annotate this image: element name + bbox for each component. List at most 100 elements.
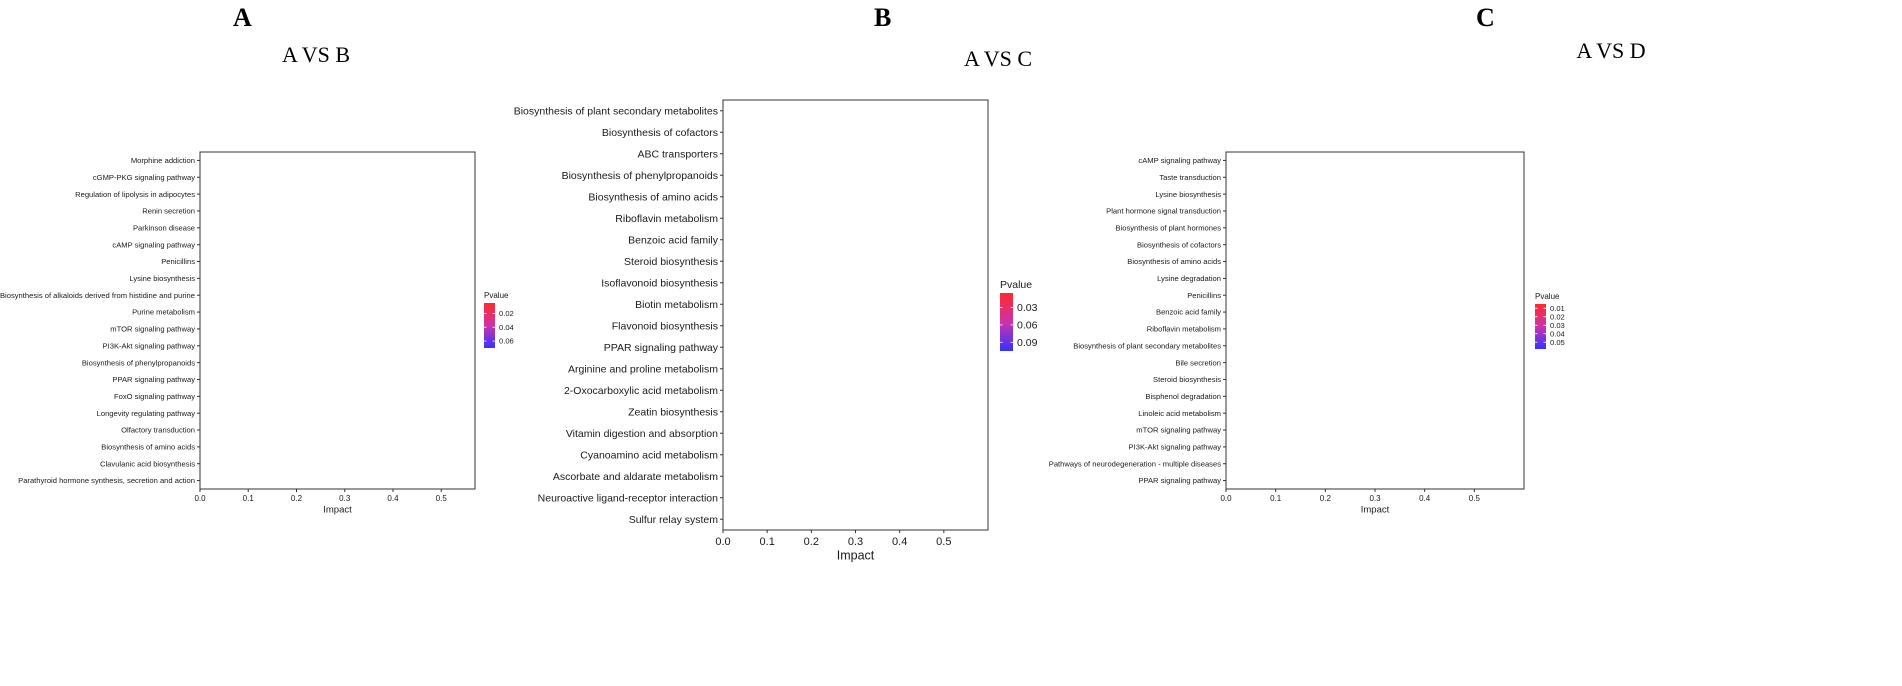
panel-a-letter: A [233, 3, 252, 32]
category-label: Penicillins [1187, 291, 1221, 300]
category-label: Flavonoid biosynthesis [612, 320, 718, 332]
x-axis-title: Impact [837, 549, 875, 563]
category-label: Regulation of lipolysis in adipocytes [75, 190, 195, 199]
category-label: Longevity regulating pathway [97, 409, 196, 418]
plot-frame [1225, 151, 1525, 490]
panel-b-letter: B [874, 3, 891, 32]
category-label: Purine metabolism [132, 308, 195, 317]
chart-a-vs-c: 0.0 0.1 0.2 0.3 0.4 0.5 Biosynthesis of plant … [514, 99, 1038, 563]
category-label: Bile secretion [1175, 358, 1221, 367]
x-tick-label: 0.3 [1369, 494, 1381, 503]
category-label: Biotin metabolism [635, 299, 718, 311]
x-tick-label: 0.0 [715, 536, 730, 548]
x-tick-label: 0.3 [848, 536, 863, 548]
legend-label: 0.05 [1550, 338, 1565, 347]
category-label: Ascorbate and aldarate metabolism [553, 471, 718, 483]
plot-frame [199, 151, 476, 490]
category-label: Cyanoamino acid metabolism [580, 449, 718, 461]
legend-title: Pvalue [1000, 279, 1032, 291]
category-label: PI3K-Akt signaling pathway [103, 341, 196, 350]
category-label: cAMP signaling pathway [1138, 156, 1221, 165]
category-label: Renin secretion [142, 207, 195, 216]
panel-b-title: A VS C [964, 46, 1032, 71]
category-label: Lysine biosynthesis [129, 274, 195, 283]
category-label: PI3K-Akt signaling pathway [1129, 443, 1222, 452]
category-label: ABC transporters [637, 148, 718, 160]
panel-c: C A VS D 0.0 0.1 0.2 0.3 0.4 0.5 cAMP signalin… [1049, 3, 1646, 516]
x-tick-label: 0.2 [291, 494, 303, 503]
legend-label: 0.06 [499, 337, 514, 346]
plot-frame [722, 99, 989, 531]
legend-label: 0.09 [1017, 337, 1038, 349]
category-label: Benzoic acid family [628, 234, 719, 246]
legend-label: 0.03 [1017, 302, 1038, 314]
category-label: Clavulanic acid biosynthesis [100, 459, 195, 468]
category-label: PPAR signaling pathway [604, 342, 719, 354]
category-label: Biosynthesis of plant secondary metaboli… [1073, 341, 1221, 350]
category-label: mTOR signaling pathway [1136, 426, 1221, 435]
category-label: Vitamin digestion and absorption [566, 428, 718, 440]
legend-colorbar [1535, 304, 1546, 349]
category-label: Parkinson disease [133, 223, 195, 232]
category-label: Biosynthesis of phenylpropanoids [82, 358, 195, 367]
x-tick-label: 0.2 [1320, 494, 1332, 503]
legend-title: Pvalue [1535, 292, 1560, 301]
category-label: mTOR signaling pathway [110, 325, 195, 334]
x-tick-label: 0.3 [339, 494, 351, 503]
legend-label: 0.02 [499, 309, 514, 318]
legend-label: 0.04 [499, 323, 514, 332]
category-label: cAMP signaling pathway [112, 240, 195, 249]
x-tick-label: 0.0 [1220, 494, 1232, 503]
category-label: 2-Oxocarboxylic acid metabolism [564, 385, 718, 397]
category-label: Biosynthesis of amino acids [1127, 257, 1221, 266]
panel-a-title: A VS B [282, 42, 350, 67]
category-label: PPAR signaling pathway [1138, 476, 1221, 485]
category-label: Penicillins [161, 257, 195, 266]
category-label: Steroid biosynthesis [1153, 375, 1221, 384]
category-label: Biosynthesis of cofactors [1137, 240, 1221, 249]
x-tick-label: 0.2 [804, 536, 819, 548]
category-label: Lysine biosynthesis [1155, 190, 1221, 199]
x-tick-label: 0.0 [194, 494, 206, 503]
category-label: Lysine degradation [1157, 274, 1221, 283]
x-tick-label: 0.5 [436, 494, 448, 503]
legend-label: 0.04 [1550, 329, 1565, 338]
category-label: Sulfur relay system [629, 514, 719, 526]
panel-a: A A VS B 0.0 0.1 0.2 0.3 0.4 0.5 Morphine addi… [0, 3, 514, 516]
category-label: Riboflavin metabolism [1147, 325, 1221, 334]
x-tick-label: 0.1 [760, 536, 775, 548]
category-label: Biosynthesis of amino acids [588, 191, 718, 203]
panel-c-letter: C [1476, 3, 1495, 32]
legend-colorbar [484, 303, 495, 348]
legend-label: 0.01 [1550, 304, 1565, 313]
category-label: Neuroactive ligand-receptor interaction [538, 492, 719, 504]
category-label: Morphine addiction [131, 156, 195, 165]
category-label: Zeatin biosynthesis [628, 406, 718, 418]
category-label: Biosynthesis of phenylpropanoids [562, 170, 718, 182]
category-label: PPAR signaling pathway [112, 375, 195, 384]
category-label: Biosynthesis of plant secondary metaboli… [514, 105, 718, 117]
category-label: Riboflavin metabolism [615, 213, 718, 225]
x-tick-label: 0.4 [892, 536, 907, 548]
panel-c-title: A VS D [1576, 38, 1645, 63]
x-axis-title: Impact [323, 505, 352, 516]
category-label: Biosynthesis of amino acids [101, 443, 195, 452]
category-label: Arginine and proline metabolism [568, 363, 718, 375]
category-label: Linoleic acid metabolism [1138, 409, 1221, 418]
category-label: Benzoic acid family [1156, 308, 1221, 317]
category-label: Biosynthesis of alkaloids derived from h… [0, 291, 195, 300]
category-label: Bisphenol degradation [1145, 392, 1221, 401]
panel-b: B A VS C 0.0 0.1 0.2 0.3 0.4 0.5 Biosynthesis … [514, 3, 1038, 563]
category-label: Plant hormone signal transduction [1106, 207, 1221, 216]
legend-label: 0.03 [1550, 321, 1565, 330]
category-label: Olfactory transduction [121, 426, 195, 435]
x-tick-label: 0.5 [936, 536, 951, 548]
x-tick-label: 0.1 [243, 494, 255, 503]
legend-colorbar [1000, 293, 1013, 351]
category-label: Parathyroid hormone synthesis, secretion… [18, 476, 195, 485]
legend-label: 0.02 [1550, 312, 1565, 321]
x-axis-title: Impact [1361, 505, 1390, 516]
x-tick-label: 0.5 [1469, 494, 1481, 503]
